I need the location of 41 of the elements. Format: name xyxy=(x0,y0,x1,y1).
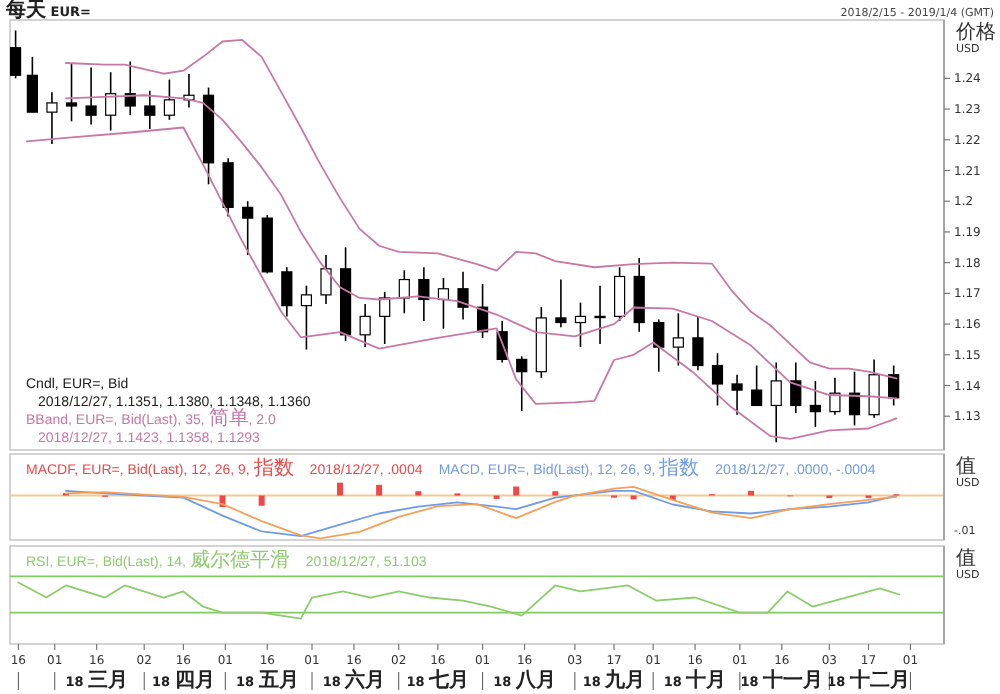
candlestick xyxy=(65,62,78,123)
candlestick xyxy=(633,257,645,333)
candlestick xyxy=(731,373,743,416)
candlestick xyxy=(418,266,430,322)
candlestick xyxy=(594,284,606,345)
candlestick xyxy=(105,71,117,132)
candlestick xyxy=(457,271,469,321)
bar xyxy=(258,495,265,506)
candlestick xyxy=(281,266,293,318)
candlestick xyxy=(672,312,684,367)
candlestick xyxy=(242,200,254,256)
candlestick xyxy=(692,315,704,371)
candlestick xyxy=(555,278,567,328)
candlestick xyxy=(790,361,802,414)
candlestick xyxy=(516,355,528,412)
candlestick xyxy=(163,78,175,121)
candlestick xyxy=(829,377,841,416)
candlestick xyxy=(379,291,391,345)
line-series xyxy=(25,126,898,440)
bar xyxy=(336,482,343,496)
candlestick xyxy=(711,352,724,407)
candlestick xyxy=(751,364,763,407)
candlestick xyxy=(653,318,665,373)
candlestick xyxy=(222,157,234,218)
candlestick xyxy=(320,254,332,305)
candlestick xyxy=(614,266,626,322)
candlestick xyxy=(359,303,371,348)
candlestick xyxy=(46,91,58,145)
bar xyxy=(376,484,383,496)
candlestick xyxy=(868,358,880,419)
candlestick xyxy=(144,89,156,130)
candlestick xyxy=(300,284,313,351)
candlestick xyxy=(398,269,410,315)
bar xyxy=(513,486,520,496)
candlestick xyxy=(26,56,38,113)
candlestick xyxy=(574,301,587,348)
candlestick xyxy=(85,66,97,126)
candlestick xyxy=(809,380,821,428)
bar xyxy=(748,490,755,496)
candlestick xyxy=(770,361,782,444)
candlestick xyxy=(9,29,22,80)
